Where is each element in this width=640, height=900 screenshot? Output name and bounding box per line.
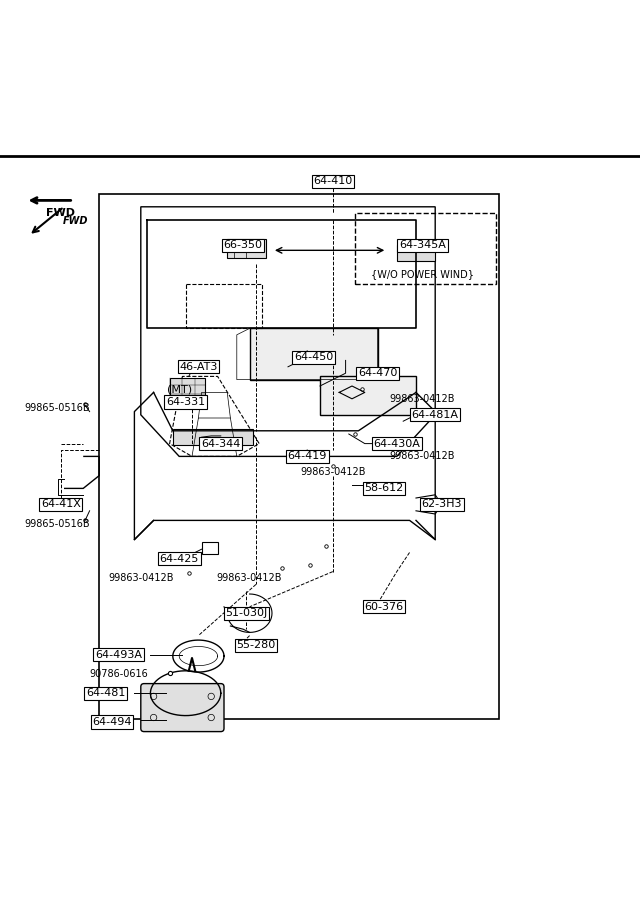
Text: FWD: FWD xyxy=(46,208,76,218)
Text: 66-350: 66-350 xyxy=(224,240,262,250)
Bar xyxy=(99,194,499,719)
Bar xyxy=(397,245,435,261)
Text: 64-470: 64-470 xyxy=(358,368,397,378)
Text: 64-494: 64-494 xyxy=(92,717,132,727)
Text: 64-481: 64-481 xyxy=(86,688,125,698)
Text: 99863-0412B: 99863-0412B xyxy=(390,452,455,462)
Text: 64-344: 64-344 xyxy=(201,438,241,448)
Text: 99865-0516B: 99865-0516B xyxy=(25,518,90,528)
Text: 64-425: 64-425 xyxy=(159,554,199,563)
FancyBboxPatch shape xyxy=(141,684,224,732)
Text: 99863-0412B: 99863-0412B xyxy=(108,573,173,583)
Text: 64-345A: 64-345A xyxy=(399,240,446,250)
Text: 99863-0412B: 99863-0412B xyxy=(300,467,365,477)
Text: 46-AT3: 46-AT3 xyxy=(179,362,218,372)
Text: 64-41X: 64-41X xyxy=(41,500,81,509)
Text: 64-331: 64-331 xyxy=(166,397,205,407)
Text: (MT): (MT) xyxy=(166,384,192,394)
Text: 58-612: 58-612 xyxy=(364,483,404,493)
Bar xyxy=(173,429,253,445)
Text: FWD: FWD xyxy=(63,216,88,227)
Bar xyxy=(170,378,205,404)
Bar xyxy=(320,376,416,415)
Text: 64-481A: 64-481A xyxy=(412,410,459,419)
Text: 99863-0412B: 99863-0412B xyxy=(217,573,282,583)
Text: 64-450: 64-450 xyxy=(294,352,333,362)
Text: 55-280: 55-280 xyxy=(236,640,276,650)
Bar xyxy=(227,238,266,258)
Bar xyxy=(355,213,496,284)
Text: 64-410: 64-410 xyxy=(313,176,353,186)
Text: 90786-0616: 90786-0616 xyxy=(89,669,148,679)
Text: 60-376: 60-376 xyxy=(364,602,404,612)
Text: 64-493A: 64-493A xyxy=(95,650,142,660)
Text: 62-3H3: 62-3H3 xyxy=(421,500,462,509)
Bar xyxy=(250,328,378,380)
Text: 99865-0516B: 99865-0516B xyxy=(25,403,90,413)
Text: 51-030J: 51-030J xyxy=(225,608,268,618)
Text: 99863-0412B: 99863-0412B xyxy=(390,394,455,404)
Text: 64-430A: 64-430A xyxy=(373,438,420,448)
Text: {W/O POWER WIND}: {W/O POWER WIND} xyxy=(371,269,474,279)
Text: 64-419: 64-419 xyxy=(287,452,327,462)
Bar xyxy=(202,542,218,554)
